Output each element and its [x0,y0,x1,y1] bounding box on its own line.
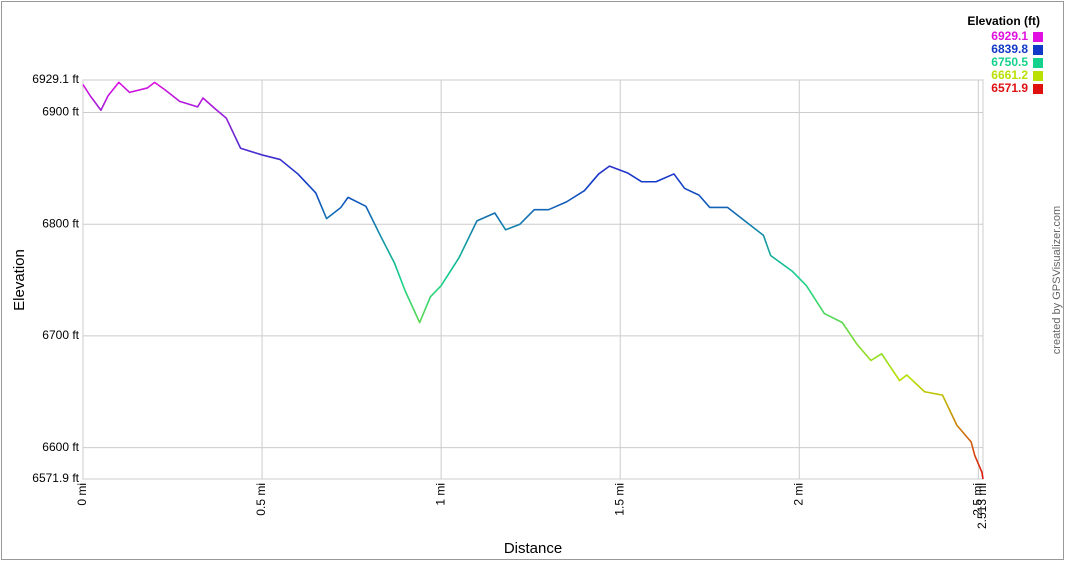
y-tick-label: 6800 ft [42,216,79,230]
y-tick-label: 6571.9 ft [32,471,79,485]
legend-swatch [1033,58,1043,68]
legend-label: 6661.2 [991,68,1028,82]
x-tick-label: 1 mi [433,483,447,506]
credit: created by GPSVisualizer.com [1051,206,1063,354]
x-tick-label: 0.5 mi [254,483,268,516]
y-tick-label: 6600 ft [42,440,79,454]
legend-title: Elevation (ft) [967,14,1040,28]
elevation-line [82,81,984,480]
x-tick-label: 1.5 mi [612,483,626,516]
x-tick-label: 2 mi [791,483,805,506]
y-tick-label: 6929.1 ft [32,72,79,86]
legend-label: 6750.5 [991,55,1028,69]
legend-label: 6929.1 [991,29,1028,43]
x-tick-label: 2.5 mi [971,483,985,516]
legend-swatch [1033,71,1043,81]
x-tick-label: 0 mi [75,483,89,506]
x-axis-title: Distance [504,540,562,557]
legend-swatch [1033,32,1043,42]
y-tick-label: 6900 ft [42,105,79,119]
y-tick-label: 6700 ft [42,328,79,342]
legend-label: 6571.9 [991,81,1028,95]
y-axis-title: Elevation [11,249,28,311]
x-tick-label: 2.513 mi [975,483,989,529]
legend-label: 6839.8 [991,42,1028,56]
legend-swatch [1033,45,1043,55]
legend-swatch [1033,84,1043,94]
